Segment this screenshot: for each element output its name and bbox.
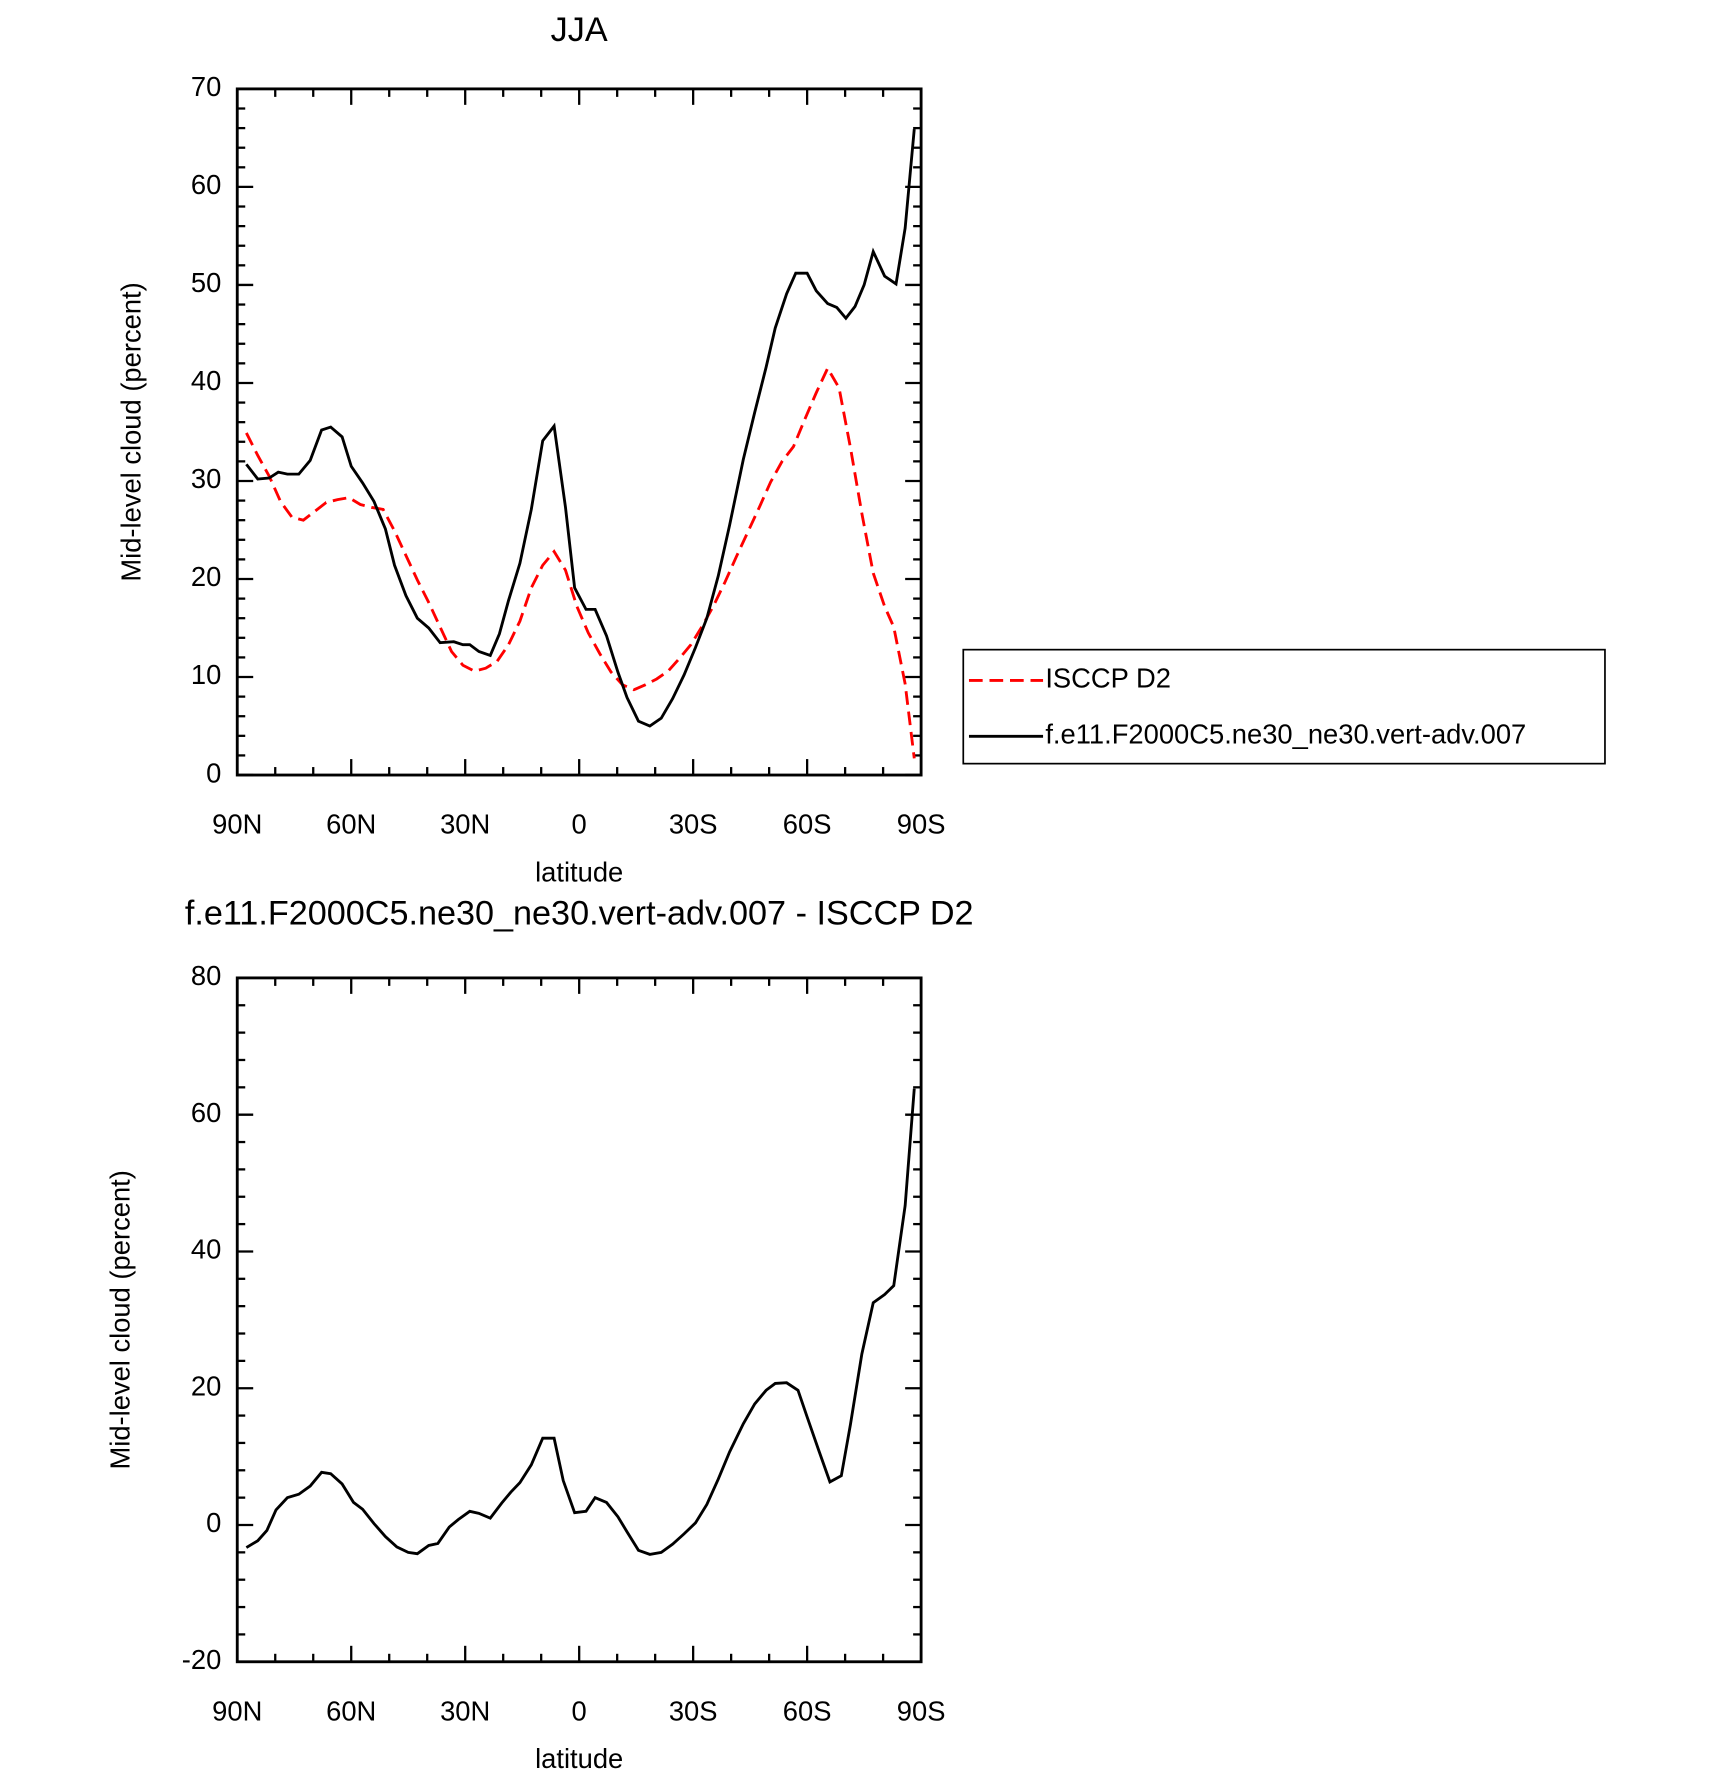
plot-frame [235, 87, 923, 777]
y-tick-label: 40 [191, 1234, 221, 1265]
y-tick-label: 10 [191, 659, 221, 690]
x-tick-label: 0 [572, 1695, 587, 1726]
y-tick-label: 20 [191, 1370, 221, 1401]
chart-title: JJA [551, 11, 608, 49]
y-tick-label: 60 [191, 169, 221, 200]
x-axis-label: latitude [535, 856, 623, 887]
y-tick-label: 70 [191, 71, 221, 102]
y-tick-label: 80 [191, 960, 221, 991]
data-line [245, 128, 916, 728]
x-tick-label: 90S [897, 1695, 946, 1726]
y-tick-label: 30 [191, 463, 221, 494]
y-tick-label: -20 [182, 1644, 222, 1675]
legend-box [962, 648, 1606, 765]
x-tick-label: 90S [897, 809, 946, 840]
y-tick-label: 0 [206, 757, 221, 788]
data-line [245, 365, 916, 759]
x-tick-label: 30S [669, 1695, 718, 1726]
y-tick-label: 50 [191, 267, 221, 298]
y-axis-label: Mid-level cloud (percent) [104, 1170, 135, 1469]
x-tick-label: 60N [326, 1695, 376, 1726]
plot-frame [235, 976, 923, 1664]
x-tick-label: 60S [783, 1695, 832, 1726]
x-tick-label: 90N [212, 1695, 262, 1726]
y-tick-label: 40 [191, 365, 221, 396]
x-tick-label: 60N [326, 809, 376, 840]
y-tick-label: 60 [191, 1097, 221, 1128]
x-tick-label: 0 [572, 809, 587, 840]
y-tick-label: 0 [206, 1507, 221, 1538]
y-axis-label: Mid-level cloud (percent) [116, 282, 147, 581]
x-tick-label: 30N [440, 809, 490, 840]
x-tick-label: 90N [212, 809, 262, 840]
y-tick-label: 20 [191, 561, 221, 592]
x-axis-label: latitude [535, 1743, 623, 1774]
x-tick-label: 30S [669, 809, 718, 840]
x-tick-label: 60S [783, 809, 832, 840]
legend-label: f.e11.F2000C5.ne30_ne30.vert-adv.007 [1045, 719, 1526, 750]
x-tick-label: 30N [440, 1695, 490, 1726]
data-line [245, 1088, 916, 1556]
legend-label: ISCCP D2 [1045, 663, 1171, 694]
chart-title: f.e11.F2000C5.ne30_ne30.vert-adv.007 - I… [185, 894, 974, 932]
